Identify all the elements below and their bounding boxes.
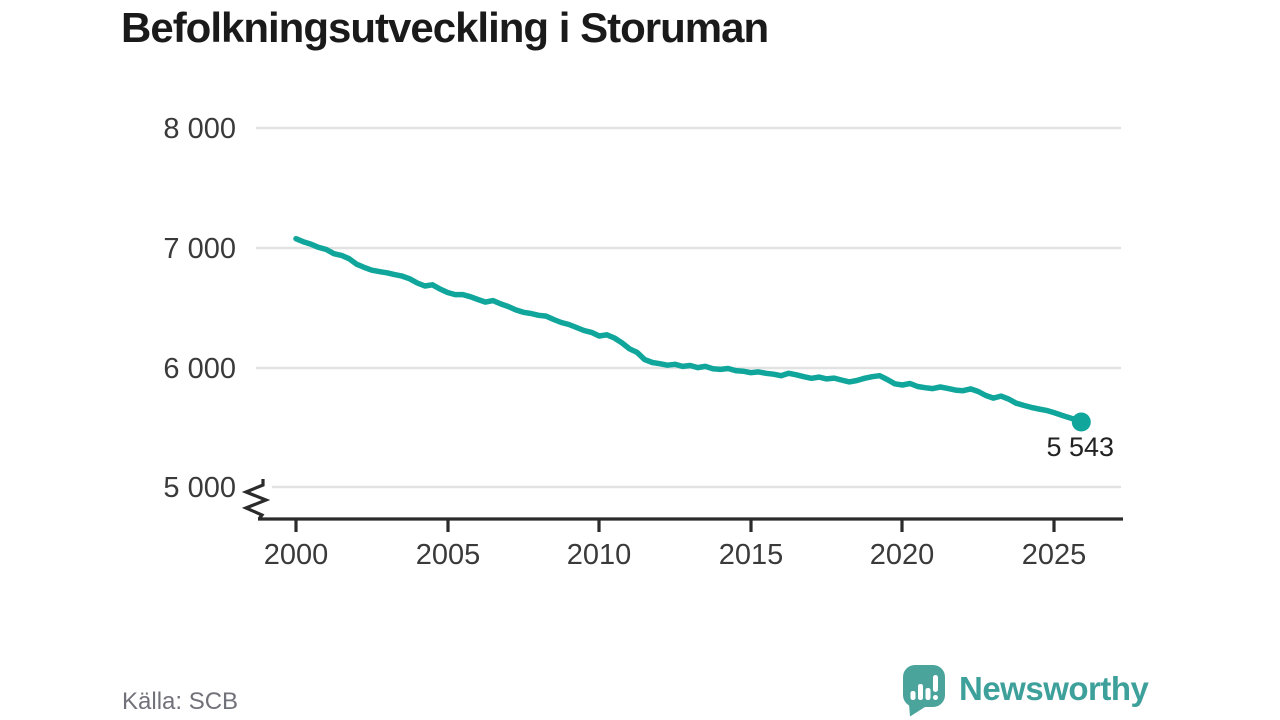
brand-footer: Newsworthy	[902, 664, 1149, 717]
x-tick-label: 2015	[719, 539, 784, 571]
population-line	[293, 235, 1085, 425]
x-tick-label: 2005	[416, 539, 481, 571]
x-tick-label: 2025	[1022, 539, 1087, 571]
y-tick-label: 5 000	[163, 472, 236, 504]
x-tick-label: 2000	[264, 539, 329, 571]
newsworthy-logo-icon	[903, 665, 945, 717]
y-tick-label: 7 000	[163, 233, 236, 265]
page-title: Befolkningsutveckling i Storuman	[121, 4, 769, 51]
x-tick-label: 2010	[567, 539, 632, 571]
last-value-label: 5 543	[1047, 432, 1115, 462]
source-note: Källa: SCB	[122, 688, 239, 715]
y-axis-break-icon	[241, 479, 271, 520]
brand-name: Newsworthy	[959, 670, 1149, 707]
y-tick-label: 6 000	[163, 353, 236, 385]
y-tick-label: 8 000	[163, 113, 236, 145]
last-point-marker	[1071, 412, 1091, 432]
x-tick-label: 2020	[870, 539, 935, 571]
